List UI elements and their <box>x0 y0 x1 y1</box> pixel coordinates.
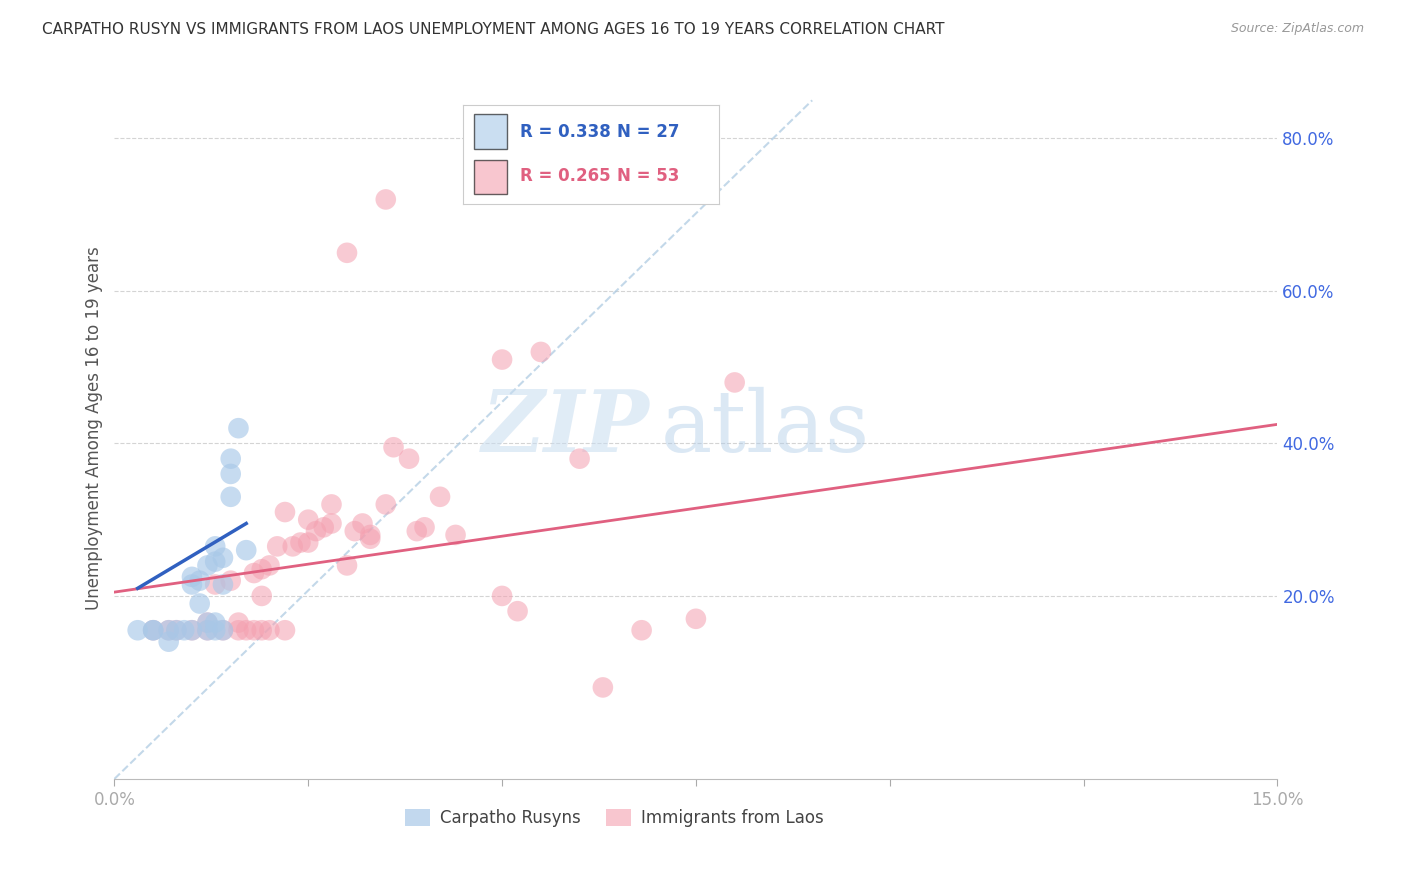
Legend: Carpatho Rusyns, Immigrants from Laos: Carpatho Rusyns, Immigrants from Laos <box>398 802 831 834</box>
Point <box>343 524 366 538</box>
Point <box>181 624 204 638</box>
Point <box>204 540 226 554</box>
Point <box>305 524 328 538</box>
Point <box>250 624 273 638</box>
Point <box>157 624 180 638</box>
Point <box>382 440 405 454</box>
Point <box>165 624 187 638</box>
Point <box>352 516 374 531</box>
Point <box>336 558 359 573</box>
Point <box>197 624 219 638</box>
Point <box>359 532 381 546</box>
Point <box>250 562 273 576</box>
Point <box>297 513 319 527</box>
Point <box>274 624 297 638</box>
Point <box>266 540 288 554</box>
Point <box>181 624 204 638</box>
Point <box>413 520 436 534</box>
Point <box>374 193 396 207</box>
Point <box>142 624 165 638</box>
Point <box>321 516 343 531</box>
Point <box>321 498 343 512</box>
Point <box>630 624 652 638</box>
Point <box>359 528 381 542</box>
Point <box>259 558 281 573</box>
Point <box>219 451 242 466</box>
Point <box>165 624 187 638</box>
Point <box>228 421 250 435</box>
Point <box>592 681 614 695</box>
Text: CARPATHO RUSYN VS IMMIGRANTS FROM LAOS UNEMPLOYMENT AMONG AGES 16 TO 19 YEARS CO: CARPATHO RUSYN VS IMMIGRANTS FROM LAOS U… <box>42 22 945 37</box>
Point <box>724 376 747 390</box>
Point <box>188 574 211 588</box>
Point <box>204 624 226 638</box>
Point <box>212 577 235 591</box>
Point <box>219 490 242 504</box>
Point <box>204 577 226 591</box>
Point <box>235 624 257 638</box>
Point <box>398 451 420 466</box>
Point <box>506 604 529 618</box>
Point <box>173 624 195 638</box>
Point <box>235 543 257 558</box>
Point <box>250 589 273 603</box>
Point <box>228 624 250 638</box>
Point <box>297 535 319 549</box>
Point <box>197 615 219 630</box>
Point <box>274 505 297 519</box>
Point <box>444 528 467 542</box>
Point <box>568 451 591 466</box>
Point <box>491 352 513 367</box>
Point <box>197 558 219 573</box>
Point <box>290 535 312 549</box>
Point <box>336 245 359 260</box>
Point <box>197 615 219 630</box>
Point <box>312 520 335 534</box>
Point <box>204 555 226 569</box>
Point <box>219 467 242 481</box>
Point <box>259 624 281 638</box>
Point <box>157 624 180 638</box>
Text: Source: ZipAtlas.com: Source: ZipAtlas.com <box>1230 22 1364 36</box>
Point <box>181 577 204 591</box>
Point <box>228 615 250 630</box>
Point <box>429 490 451 504</box>
Point <box>127 624 149 638</box>
Point <box>281 540 304 554</box>
Point <box>212 550 235 565</box>
Point <box>243 566 266 580</box>
Point <box>181 570 204 584</box>
Point <box>197 624 219 638</box>
Point <box>530 345 553 359</box>
Point <box>188 597 211 611</box>
Point <box>212 624 235 638</box>
Point <box>405 524 427 538</box>
Point <box>685 612 707 626</box>
Point <box>374 498 396 512</box>
Point <box>243 624 266 638</box>
Point <box>142 624 165 638</box>
Point <box>204 615 226 630</box>
Point <box>491 589 513 603</box>
Y-axis label: Unemployment Among Ages 16 to 19 years: Unemployment Among Ages 16 to 19 years <box>86 246 103 610</box>
Point <box>219 574 242 588</box>
Text: ZIP: ZIP <box>481 386 650 470</box>
Point <box>142 624 165 638</box>
Point <box>157 634 180 648</box>
Point <box>212 624 235 638</box>
Text: atlas: atlas <box>661 386 870 470</box>
